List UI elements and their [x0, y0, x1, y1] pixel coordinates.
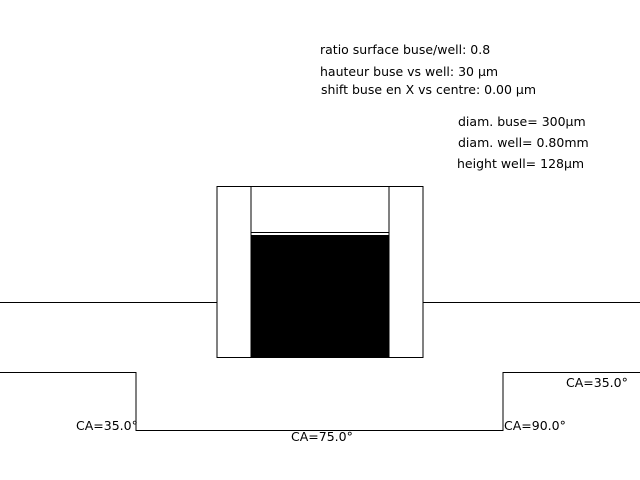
- liquid-fill: [251, 235, 389, 358]
- well-diameter-label: diam. well= 0.80mm: [458, 135, 589, 150]
- well-height-label: height well= 128µm: [457, 156, 584, 171]
- contact-angle-left-wall: CA=35.0°: [76, 418, 138, 433]
- contact-angle-right-wall: CA=90.0°: [504, 418, 566, 433]
- nozzle-diameter-label: diam. buse= 300µm: [458, 114, 586, 129]
- well-profile: [0, 372, 640, 431]
- contact-angle-bottom: CA=75.0°: [291, 429, 353, 444]
- height-offset-label: hauteur buse vs well: 30 µm: [320, 64, 498, 79]
- shift-label: shift buse en X vs centre: 0.00 µm: [321, 82, 536, 97]
- ratio-label: ratio surface buse/well: 0.8: [320, 42, 490, 57]
- contact-angle-right-top: CA=35.0°: [566, 375, 628, 390]
